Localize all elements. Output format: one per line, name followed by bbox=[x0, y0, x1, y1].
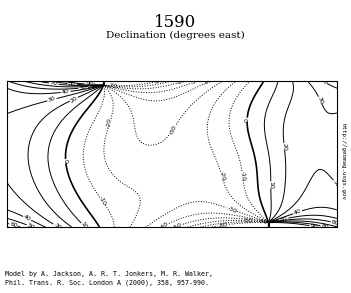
Text: 70: 70 bbox=[49, 81, 58, 87]
Text: -40: -40 bbox=[158, 221, 169, 231]
Text: Declination (degrees east): Declination (degrees east) bbox=[106, 31, 245, 40]
Text: -30: -30 bbox=[168, 124, 178, 135]
Text: 60: 60 bbox=[89, 83, 97, 89]
Text: http://geomag.usgs.gov: http://geomag.usgs.gov bbox=[341, 123, 346, 200]
Text: 50: 50 bbox=[279, 215, 288, 222]
Text: 40: 40 bbox=[22, 214, 32, 223]
Text: 0: 0 bbox=[245, 118, 250, 122]
Text: Model by A. Jackson, A. R. T. Jonkers, M. R. Walker,: Model by A. Jackson, A. R. T. Jonkers, M… bbox=[5, 271, 213, 277]
Text: -50: -50 bbox=[189, 77, 200, 86]
Text: 80: 80 bbox=[320, 223, 330, 230]
Text: -20: -20 bbox=[218, 170, 225, 181]
Text: 70: 70 bbox=[266, 218, 276, 226]
Text: -10: -10 bbox=[240, 171, 246, 181]
Text: -20: -20 bbox=[106, 117, 113, 129]
Text: -80: -80 bbox=[153, 77, 164, 85]
Text: 90: 90 bbox=[85, 81, 94, 87]
Text: 60: 60 bbox=[9, 221, 18, 229]
Text: -80: -80 bbox=[218, 222, 229, 229]
Text: 20: 20 bbox=[282, 142, 287, 151]
Text: -30: -30 bbox=[226, 205, 237, 214]
Text: 40: 40 bbox=[319, 77, 328, 86]
Text: 40: 40 bbox=[293, 208, 302, 216]
Text: 50: 50 bbox=[79, 85, 87, 91]
Text: -70: -70 bbox=[107, 83, 118, 89]
Text: 60: 60 bbox=[331, 219, 340, 226]
Text: -50: -50 bbox=[172, 222, 183, 231]
Text: 80: 80 bbox=[68, 81, 76, 87]
Text: 30: 30 bbox=[332, 178, 340, 188]
Text: -40: -40 bbox=[202, 77, 213, 87]
Text: 10: 10 bbox=[268, 181, 273, 189]
Text: 30: 30 bbox=[53, 222, 62, 231]
Text: Phil. Trans. R. Soc. London A (2000), 358, 957-990.: Phil. Trans. R. Soc. London A (2000), 35… bbox=[5, 280, 209, 286]
Text: -70: -70 bbox=[258, 219, 268, 225]
Text: 50: 50 bbox=[26, 222, 35, 231]
Text: 1590: 1590 bbox=[154, 14, 197, 31]
Text: 20: 20 bbox=[69, 95, 78, 103]
Text: 90: 90 bbox=[310, 223, 318, 230]
Text: 30: 30 bbox=[317, 96, 324, 105]
Text: -10: -10 bbox=[98, 195, 107, 207]
Text: 0: 0 bbox=[63, 159, 68, 163]
Text: -60: -60 bbox=[243, 218, 253, 224]
Text: 10: 10 bbox=[80, 221, 88, 230]
Text: 40: 40 bbox=[61, 89, 70, 95]
Text: -60: -60 bbox=[177, 77, 188, 86]
Text: 30: 30 bbox=[47, 96, 57, 103]
